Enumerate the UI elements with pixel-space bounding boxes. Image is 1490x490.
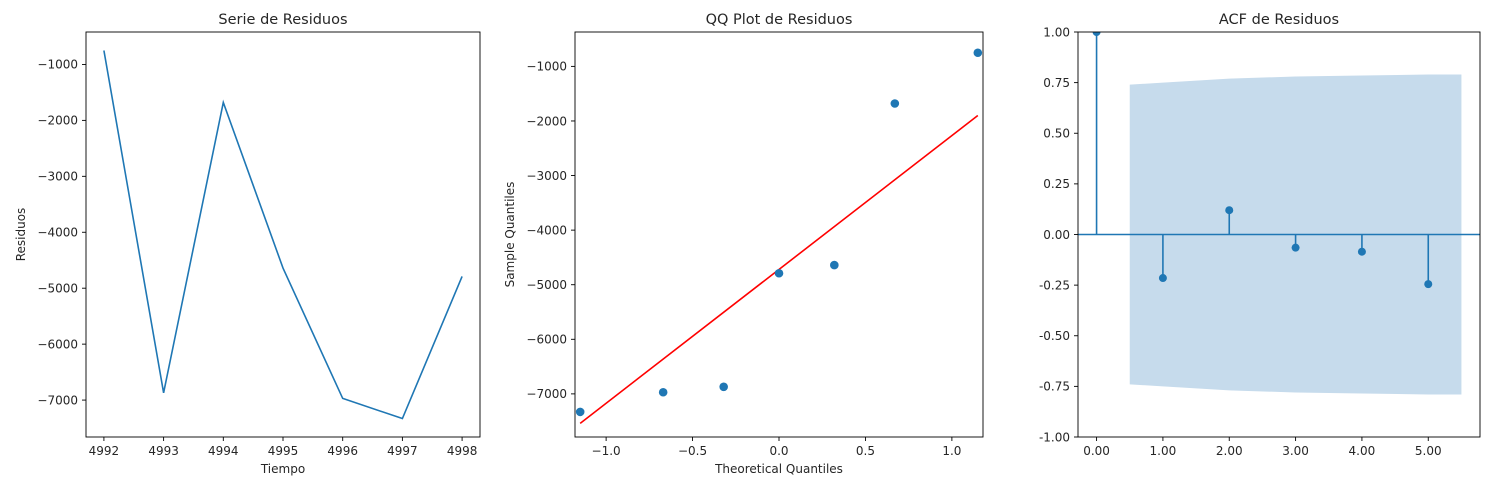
y-tick-label: −2000 (526, 114, 567, 128)
y-tick-label: −5000 (37, 282, 78, 296)
x-axis-label: Tiempo (260, 462, 305, 476)
x-tick-label: 4992 (89, 444, 120, 458)
y-tick-label: -1.00 (1039, 430, 1070, 444)
x-tick-label: 1.00 (1150, 444, 1177, 458)
y-tick-label: −6000 (37, 337, 78, 351)
data-point (830, 260, 839, 270)
acf-marker (1357, 247, 1366, 256)
y-tick-label: 1.00 (1043, 25, 1070, 39)
y-tick-label: −1000 (37, 58, 78, 72)
data-point (658, 387, 668, 397)
y-tick-label: 0.75 (1043, 76, 1070, 90)
qq-plot-chart: −1.0 −0.5 0.0 0.5 1.0 −7000 −6000 −5000 −4000 −30… (503, 12, 984, 476)
data-point (575, 407, 585, 417)
x-tick-label: 4998 (447, 444, 478, 458)
y-tick-label: −2000 (37, 114, 78, 128)
chart-title: Serie de Residuos (218, 12, 347, 28)
x-tick-label: −0.5 (678, 444, 707, 458)
x-tick-label: 1.0 (942, 444, 961, 458)
x-tick-label: 4.00 (1349, 444, 1376, 458)
data-point (774, 268, 784, 278)
residual-series-chart: 4992 4993 4994 4995 4996 4997 4998 −7000 −6000 −5… (14, 12, 481, 476)
x-tick-label: 0.00 (1083, 444, 1110, 458)
y-tick-label: 0.25 (1043, 177, 1070, 191)
data-point (973, 48, 983, 58)
y-tick-label: −1000 (526, 60, 567, 74)
chart-title: ACF de Residuos (1219, 12, 1339, 28)
plot-area (1078, 32, 1480, 395)
series-line (103, 50, 463, 420)
y-tick-label: −7000 (526, 387, 567, 401)
x-tick-label: 2.00 (1216, 444, 1243, 458)
y-axis-label: Residuos (14, 208, 28, 262)
x-tick-label: 4996 (327, 444, 358, 458)
x-tick-label: 4993 (148, 444, 179, 458)
x-tick-label: 5.00 (1415, 444, 1442, 458)
x-tick-label: 0.0 (769, 444, 788, 458)
acf-chart: 0.00 1.00 2.00 3.00 4.00 5.00 -1.00 -0.75 -0.50 -… (1039, 12, 1481, 458)
acf-marker (1291, 243, 1300, 252)
data-point (890, 99, 900, 108)
x-tick-label: 4995 (268, 444, 299, 458)
acf-marker (1424, 280, 1433, 289)
acf-marker (1225, 206, 1234, 215)
acf-marker (1158, 274, 1167, 283)
x-tick-label: 3.00 (1282, 444, 1309, 458)
y-tick-label: −6000 (526, 333, 567, 347)
y-tick-label: −4000 (526, 223, 567, 237)
y-tick-label: −5000 (526, 278, 567, 292)
y-tick-label: -0.75 (1039, 380, 1070, 394)
x-axis-label: Theoretical Quantiles (714, 462, 843, 476)
axes-frame (574, 31, 984, 438)
plot-area (575, 48, 983, 424)
y-tick-label: -0.50 (1039, 329, 1070, 343)
x-tick-label: 4997 (387, 444, 418, 458)
y-tick-label: −4000 (37, 226, 78, 240)
data-point (719, 382, 728, 392)
x-tick-label: −1.0 (592, 444, 621, 458)
chart-title: QQ Plot de Residuos (706, 12, 853, 28)
y-axis-label: Sample Quantiles (503, 182, 517, 288)
y-tick-label: 0.00 (1043, 228, 1070, 242)
y-tick-label: -0.25 (1039, 278, 1070, 292)
y-tick-label: −3000 (526, 169, 567, 183)
x-tick-label: 0.5 (856, 444, 875, 458)
acf-marker (1092, 32, 1101, 36)
x-tick-label: 4994 (208, 444, 239, 458)
y-tick-label: −3000 (37, 170, 78, 184)
y-tick-label: −7000 (37, 393, 78, 407)
y-tick-label: 0.50 (1043, 127, 1070, 141)
plot-area (103, 50, 463, 420)
